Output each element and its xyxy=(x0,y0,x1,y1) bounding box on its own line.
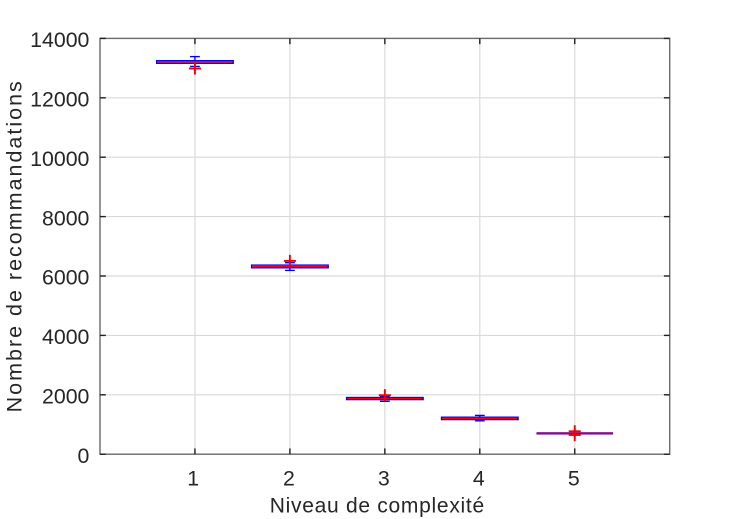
svg-text:6000: 6000 xyxy=(42,266,90,290)
svg-text:8000: 8000 xyxy=(42,206,90,230)
svg-text:1: 1 xyxy=(187,467,199,491)
svg-text:10000: 10000 xyxy=(30,147,89,171)
svg-text:4000: 4000 xyxy=(42,325,90,349)
svg-text:4: 4 xyxy=(473,467,485,491)
svg-text:0: 0 xyxy=(78,444,90,468)
svg-text:2000: 2000 xyxy=(42,385,90,409)
svg-text:2: 2 xyxy=(283,467,295,491)
svg-text:5: 5 xyxy=(568,467,580,491)
svg-text:14000: 14000 xyxy=(30,28,89,52)
svg-text:12000: 12000 xyxy=(30,88,89,112)
svg-text:3: 3 xyxy=(378,467,390,491)
svg-text:Nombre de recommandations: Nombre de recommandations xyxy=(2,79,26,412)
svg-text:Niveau de complexité: Niveau de complexité xyxy=(270,494,485,517)
